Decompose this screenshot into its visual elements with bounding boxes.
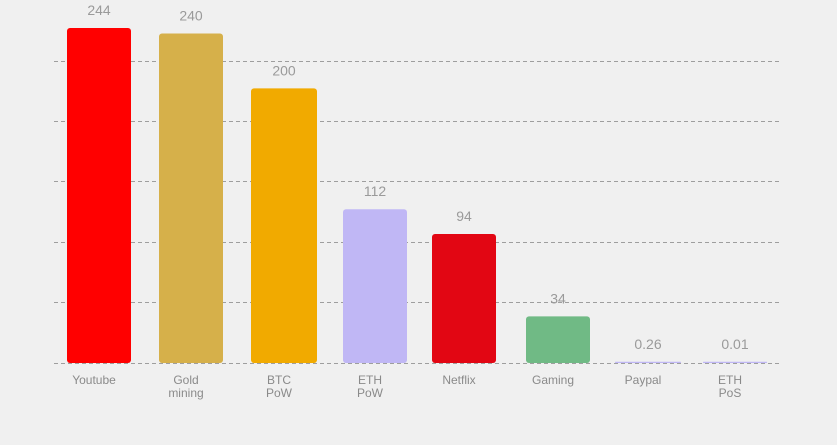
category-label: ETH [718,373,742,387]
value-label: 112 [364,183,387,199]
bar [432,233,496,363]
category-label: Youtube [72,373,116,387]
bar [67,28,131,363]
value-label: 0.26 [634,336,661,352]
category-label: BTC [267,373,291,387]
bar [615,361,681,363]
category-label: PoW [357,386,384,400]
category-label: PoS [719,386,742,400]
category-label: Paypal [625,373,662,387]
value-label: 0.01 [721,336,748,352]
bars [67,28,767,364]
value-label: 200 [272,62,296,78]
category-label: Gaming [532,373,574,387]
bar [251,88,317,363]
value-label: 34 [550,290,566,306]
category-label: Netflix [442,373,475,387]
category-label: PoW [266,386,293,400]
bar [526,316,590,363]
bar [343,209,407,363]
value-label: 244 [87,2,111,18]
category-label: ETH [358,373,382,387]
value-label: 94 [456,208,472,224]
bar [159,33,223,364]
value-label: 240 [179,7,203,23]
value-labels: 244 240 200 112 94 34 0.26 0.01 [87,2,749,352]
category-label: mining [168,386,203,400]
bar [703,361,767,363]
category-label: Gold [173,373,198,387]
